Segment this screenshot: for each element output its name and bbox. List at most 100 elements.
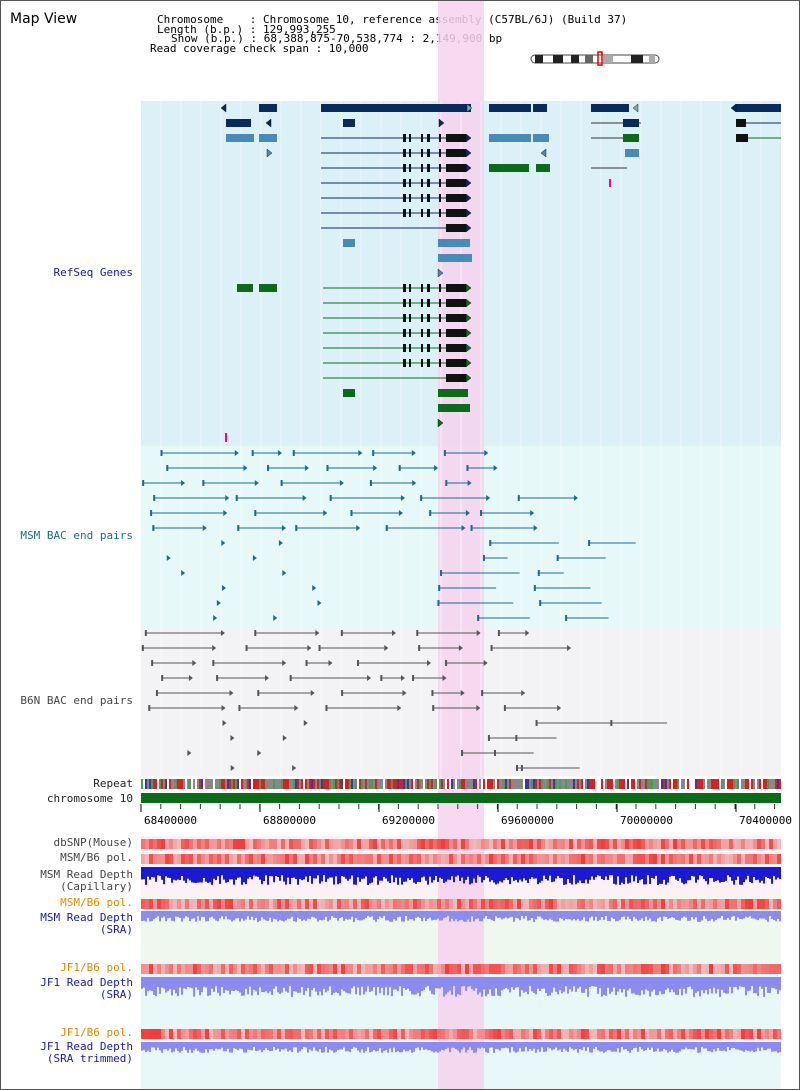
msm-depth-sra-bar xyxy=(235,911,237,919)
msm-bac-track[interactable] xyxy=(142,450,636,621)
jf1-b6-pol-2-heat xyxy=(717,1029,721,1039)
msm-b6-pol-2-heat xyxy=(765,899,769,909)
jf1-depth-trim-bar xyxy=(485,1042,487,1053)
jf1-b6-pol-heat xyxy=(641,964,645,974)
msm-b6-pol-heat xyxy=(225,854,229,864)
msm-b6-pol-heat xyxy=(245,854,249,864)
jf1-depth-sra-bar xyxy=(179,977,181,988)
b6n-bac-pair-end xyxy=(161,675,164,681)
jf1-depth-sra-bar xyxy=(473,977,475,991)
msm-depth-cap-bar xyxy=(725,867,727,881)
msm-depth-sra-bar xyxy=(639,911,641,921)
repeat-mark xyxy=(487,779,489,789)
repeat-track[interactable] xyxy=(141,779,781,789)
jf1-b6-pol-heat xyxy=(657,964,661,974)
msm-depth-sra-bar xyxy=(617,911,619,921)
msm-depth-cap-bar xyxy=(237,867,239,878)
repeat-mark xyxy=(771,779,773,789)
jf1-depth-trim-bar xyxy=(705,1042,707,1049)
msm-depth-cap-bar xyxy=(247,867,249,879)
repeat-mark xyxy=(389,779,391,789)
refseq-label: RefSeq Genes xyxy=(53,266,133,279)
jf1-depth-trim-bar xyxy=(247,1042,249,1050)
chromosome-ideogram[interactable] xyxy=(530,51,660,66)
jf1-depth-sra-bar xyxy=(149,977,151,991)
repeat-mark xyxy=(455,779,457,789)
msm-b6-pol-heat xyxy=(417,854,421,864)
jf1-depth-trim-bar xyxy=(593,1042,595,1049)
msm-b6-pol-heat xyxy=(573,854,577,864)
repeat-mark xyxy=(459,779,461,789)
b6n-bac-pair-end xyxy=(187,750,192,756)
dbsnp-heat xyxy=(537,839,541,849)
jf1-depth-trim-bar xyxy=(299,1042,301,1052)
msm-depth-sra-bar xyxy=(481,911,483,922)
repeat-mark xyxy=(575,779,577,789)
msm-b6-pol-heat xyxy=(541,854,545,864)
jf1-depth-trim-bar xyxy=(717,1042,719,1048)
repeat-mark xyxy=(583,779,585,789)
jf1-depth-trim-bar xyxy=(257,1042,259,1051)
jf1-b6-pol-2-heat xyxy=(525,1029,529,1039)
jf1-depth-sra-bar xyxy=(499,977,501,997)
msm-b6-pol-heat xyxy=(605,854,609,864)
gene-exon xyxy=(409,134,411,142)
jf1-b6-pol-heat xyxy=(373,964,377,974)
jf1-depth-sra-bar xyxy=(553,977,555,988)
msm-b6-pol-heat xyxy=(337,854,341,864)
repeat-mark xyxy=(161,779,163,789)
chromosome-bar[interactable] xyxy=(141,793,781,803)
dbsnp-heat xyxy=(213,839,217,849)
msm-depth-cap-bar xyxy=(209,867,211,883)
msm-depth-cap-bar xyxy=(523,867,525,879)
msm-depth-sra-bar xyxy=(401,911,403,922)
jf1-b6-pol-heat xyxy=(549,964,553,974)
msm-b6-pol-2-heat xyxy=(321,899,325,909)
jf1-depth-sra-bar xyxy=(521,977,523,991)
jf1-depth-sra-bar xyxy=(327,977,329,991)
msm-depth-sra-bar xyxy=(607,911,609,921)
refseq-genes-track[interactable] xyxy=(220,103,781,442)
jf1-b6-pol-2-heat xyxy=(265,1029,269,1039)
msm-depth-cap-bar xyxy=(483,867,485,881)
dbsnp-heat xyxy=(505,839,509,849)
repeat-mark xyxy=(685,779,687,789)
jf1-depth-sra-bar xyxy=(589,977,591,988)
msm-depth-cap-bar xyxy=(351,867,353,876)
repeat-mark xyxy=(491,779,493,789)
msm-depth-cap-bar xyxy=(397,867,399,885)
b6n-bac-pair-end xyxy=(340,630,343,636)
jf1-depth-trim-bar xyxy=(457,1042,459,1051)
msm-depth-sra-bar xyxy=(559,911,561,919)
read-depth-tracks[interactable] xyxy=(141,867,781,1053)
msm-b6-pol-heat xyxy=(725,854,729,864)
jf1-depth-sra-bar xyxy=(673,977,675,993)
repeat-mark xyxy=(713,779,715,789)
heatmap-tracks[interactable] xyxy=(141,839,781,1039)
jf1-depth-trim-bar xyxy=(221,1042,223,1048)
jf1-b6-pol-heat xyxy=(753,964,757,974)
b6n-bac-track[interactable] xyxy=(141,630,668,771)
jf1-b6-pol-2-heat xyxy=(245,1029,249,1039)
b6n-bac-pair-end xyxy=(216,675,219,681)
gene-exon xyxy=(427,329,430,337)
jf1-b6-pol-2-heat xyxy=(405,1029,409,1039)
jf1-depth-trim-bar xyxy=(399,1042,401,1053)
gene-exon xyxy=(439,164,441,172)
repeat-mark xyxy=(499,779,501,789)
jf1-depth-sra-bar xyxy=(491,977,493,996)
jf1-depth-sra-bar xyxy=(343,977,345,992)
repeat-mark xyxy=(729,779,731,789)
msm-depth-sra-bar xyxy=(623,911,625,917)
msm-depth-cap-bar xyxy=(261,867,263,885)
repeat-mark xyxy=(331,779,333,789)
jf1-depth-sra-bar xyxy=(463,977,465,987)
jf1-b6-pol-heat xyxy=(141,964,145,974)
msm-bac-pair-end xyxy=(225,495,230,501)
msm-depth-cap-bar xyxy=(339,867,341,884)
jf1-depth-sra-bar xyxy=(285,977,287,992)
msm-depth-sra-bar xyxy=(349,911,351,920)
repeat-mark xyxy=(443,779,445,789)
msm-b6-pol-2-heat xyxy=(409,899,413,909)
